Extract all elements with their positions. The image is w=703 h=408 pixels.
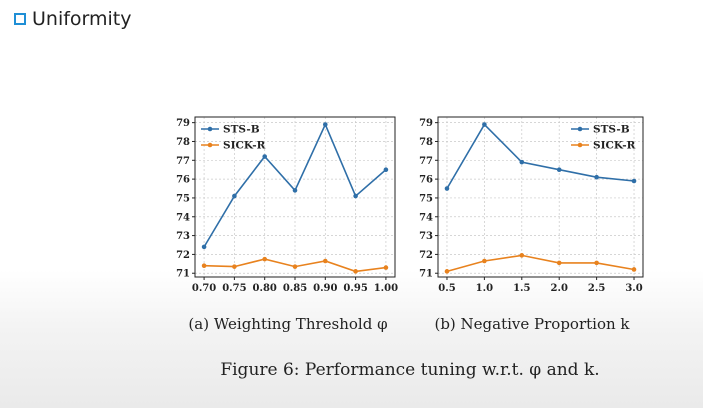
- chart-a-ytick-label-2: 73: [176, 231, 190, 242]
- chart-b-caption: (b) Negative Proportion k: [434, 315, 630, 333]
- chart-b-series-1-point-4: [594, 260, 599, 266]
- chart-a-xtick-label-3: 0.85: [283, 283, 307, 294]
- chart-a-ytick-label-4: 75: [176, 193, 190, 204]
- chart-a-series-0-point-0: [201, 244, 207, 250]
- chart-b-ytick-label-0: 71: [419, 269, 433, 280]
- chart-a-xtick-label-2: 0.80: [253, 283, 277, 294]
- chart-b-ytick-label-6: 77: [419, 156, 433, 167]
- chart-b-plot-area: [438, 117, 643, 277]
- chart-a-ytick-label-3: 74: [176, 212, 190, 223]
- slide-heading: Uniformity: [14, 8, 132, 30]
- chart-a-legend-1-label: SICK-R: [223, 140, 266, 152]
- chart-b-ytick-label-3: 74: [419, 212, 433, 223]
- chart-a-legend-1-marker: [207, 142, 213, 148]
- chart-a-series-0-point-5: [353, 193, 358, 199]
- checkbox-bullet-icon: [14, 13, 26, 25]
- chart-b-series-1-point-2: [519, 253, 525, 258]
- slide-title: Uniformity: [32, 8, 132, 30]
- chart-b-xtick-label-3: 2.0: [551, 283, 568, 294]
- chart-a-legend-0-marker: [207, 126, 213, 132]
- chart-a-ytick-label-0: 71: [176, 269, 190, 280]
- chart-b-series-1-point-0: [444, 269, 450, 274]
- chart-a-ytick-label-6: 77: [176, 156, 190, 167]
- chart-b-legend-0-marker: [577, 126, 583, 132]
- chart-b-series-0-point-4: [594, 174, 599, 180]
- chart-b-series-1-point-3: [556, 260, 562, 266]
- chart-a-series-1-point-2: [262, 256, 267, 262]
- chart-a-series-0-point-1: [232, 193, 237, 199]
- chart-b-series-0-point-3: [556, 167, 562, 173]
- chart-b-series-0-point-1: [482, 122, 487, 127]
- chart-b-ytick-label-5: 76: [419, 175, 433, 186]
- chart-a-series-1-point-3: [292, 264, 298, 269]
- chart-b-series-1-point-1: [482, 258, 487, 264]
- chart-b-ytick-label-2: 73: [419, 231, 433, 242]
- chart-b-frame: [437, 116, 644, 278]
- chart-a-series-0-point-3: [292, 188, 298, 193]
- chart-b-xtick-label-2: 1.5: [513, 283, 530, 294]
- chart-a-series-0-point-2: [262, 154, 267, 159]
- chart-a-ytick-label-8: 79: [176, 118, 190, 129]
- chart-a-caption: (a) Weighting Threshold φ: [188, 315, 387, 333]
- chart-b-legend-1-marker: [577, 142, 583, 148]
- chart-a-series-1-point-4: [323, 258, 328, 264]
- chart-a-xtick-label-5: 0.95: [343, 283, 367, 294]
- chart-b-series-1-line: [446, 254, 635, 273]
- chart-b-series-0-point-2: [519, 159, 525, 165]
- chart-a-series-0-point-6: [383, 167, 389, 173]
- chart-b-xtick-label-4: 2.5: [588, 283, 605, 294]
- chart-a-series-1-point-1: [232, 264, 237, 269]
- chart-a-xtick-label-1: 0.75: [222, 283, 246, 294]
- chart-b-series-1-point-5: [631, 267, 637, 272]
- figure-caption: Figure 6: Performance tuning w.r.t. φ an…: [220, 360, 599, 380]
- chart-b-legend-1-label: SICK-R: [593, 140, 636, 152]
- chart-a-ytick-label-5: 76: [176, 175, 190, 186]
- chart-a-series-1-point-5: [353, 269, 358, 274]
- chart-b-series-0-line: [446, 123, 635, 189]
- chart-b: 71 72 73 74 75 76 77 78 79 0.5 1.0 1.5 2.0 2.5 3.0 STS-…: [419, 116, 644, 294]
- chart-b-xtick-label-5: 3.0: [625, 283, 642, 294]
- chart-b-xtick-label-0: 0.5: [438, 283, 455, 294]
- chart-a-ytick-label-1: 72: [176, 250, 190, 261]
- chart-a-ytick-label-7: 78: [176, 137, 190, 148]
- chart-a-xtick-label-4: 0.90: [313, 283, 337, 294]
- chart-a-xtick-label-6: 1.00: [374, 283, 398, 294]
- chart-b-ytick-label-7: 78: [419, 137, 433, 148]
- chart-a-legend-0-label: STS-B: [223, 124, 260, 136]
- chart-b-legend-0-label: STS-B: [593, 124, 630, 136]
- chart-a-series-0-point-4: [323, 122, 328, 127]
- chart-a: 71 72 73 74 75 76 77 78 79 0.70 0.75 0.80 0.85 0.90 0.…: [176, 116, 398, 294]
- chart-b-xtick-label-1: 1.0: [476, 283, 493, 294]
- chart-b-series-0-point-5: [631, 178, 637, 184]
- chart-a-series-1-point-6: [383, 265, 389, 270]
- chart-b-series-0-point-0: [444, 186, 450, 191]
- chart-b-ytick-label-8: 79: [419, 118, 433, 129]
- chart-a-xtick-label-0: 0.70: [192, 283, 216, 294]
- chart-a-series-1-point-0: [201, 263, 207, 269]
- chart-b-ytick-label-4: 75: [419, 193, 433, 204]
- chart-b-ytick-label-1: 72: [419, 250, 433, 261]
